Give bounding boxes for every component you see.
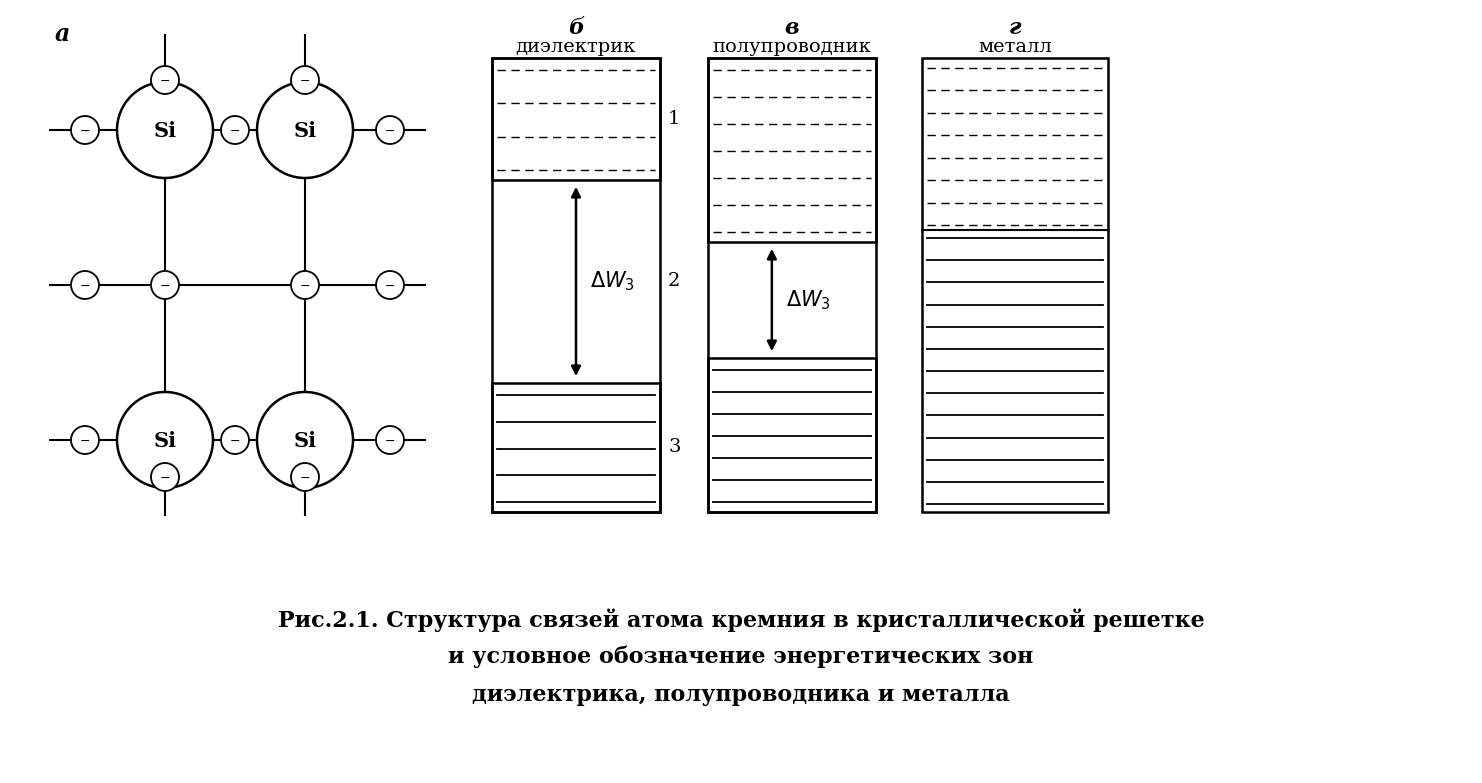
Text: $\Delta W_3$: $\Delta W_3$ bbox=[785, 288, 831, 312]
Text: 1: 1 bbox=[668, 110, 680, 128]
Text: −: − bbox=[160, 280, 170, 293]
Text: Si: Si bbox=[293, 121, 317, 141]
Circle shape bbox=[290, 66, 319, 94]
Circle shape bbox=[376, 116, 405, 144]
Text: −: − bbox=[80, 435, 90, 448]
Text: a: a bbox=[55, 22, 70, 46]
Text: в: в bbox=[784, 17, 799, 39]
Text: и условное обозначение энергетических зон: и условное обозначение энергетических зо… bbox=[449, 646, 1033, 669]
Text: −: − bbox=[160, 74, 170, 88]
Bar bbox=[708, 358, 876, 512]
Text: −: − bbox=[385, 124, 396, 138]
Circle shape bbox=[151, 463, 179, 491]
Bar bbox=[708, 58, 876, 512]
Circle shape bbox=[290, 463, 319, 491]
Circle shape bbox=[376, 271, 405, 299]
Circle shape bbox=[221, 116, 249, 144]
Circle shape bbox=[117, 392, 213, 488]
Text: Si: Si bbox=[154, 431, 176, 451]
Bar bbox=[492, 383, 659, 512]
Text: −: − bbox=[299, 280, 310, 293]
Circle shape bbox=[256, 392, 353, 488]
Text: −: − bbox=[385, 280, 396, 293]
Text: Si: Si bbox=[154, 121, 176, 141]
Text: полупроводник: полупроводник bbox=[713, 38, 871, 56]
Text: −: − bbox=[230, 435, 240, 448]
Text: −: − bbox=[80, 280, 90, 293]
Text: металл: металл bbox=[978, 38, 1052, 56]
Text: диэлектрик: диэлектрик bbox=[516, 38, 636, 56]
Circle shape bbox=[151, 271, 179, 299]
Text: Si: Si bbox=[293, 431, 317, 451]
Bar bbox=[492, 58, 659, 180]
Bar bbox=[492, 58, 659, 512]
Text: 2: 2 bbox=[668, 272, 680, 290]
Circle shape bbox=[221, 426, 249, 454]
Text: −: − bbox=[299, 471, 310, 485]
Circle shape bbox=[71, 271, 99, 299]
Circle shape bbox=[117, 82, 213, 178]
Circle shape bbox=[71, 426, 99, 454]
Circle shape bbox=[376, 426, 405, 454]
Text: −: − bbox=[80, 124, 90, 138]
Circle shape bbox=[290, 271, 319, 299]
Circle shape bbox=[71, 116, 99, 144]
Text: диэлектрика, полупроводника и металла: диэлектрика, полупроводника и металла bbox=[473, 684, 1009, 706]
Circle shape bbox=[151, 66, 179, 94]
Bar bbox=[922, 58, 1109, 512]
Text: −: − bbox=[230, 124, 240, 138]
Text: $\Delta W_3$: $\Delta W_3$ bbox=[590, 269, 634, 294]
Text: 3: 3 bbox=[668, 438, 680, 456]
Text: −: − bbox=[299, 74, 310, 88]
Text: −: − bbox=[160, 471, 170, 485]
Text: Рис.2.1. Структура связей атома кремния в кристаллической решетке: Рис.2.1. Структура связей атома кремния … bbox=[277, 608, 1205, 632]
Circle shape bbox=[256, 82, 353, 178]
Bar bbox=[708, 58, 876, 242]
Text: г: г bbox=[1009, 17, 1021, 39]
Text: −: − bbox=[385, 435, 396, 448]
Text: б: б bbox=[568, 17, 584, 39]
